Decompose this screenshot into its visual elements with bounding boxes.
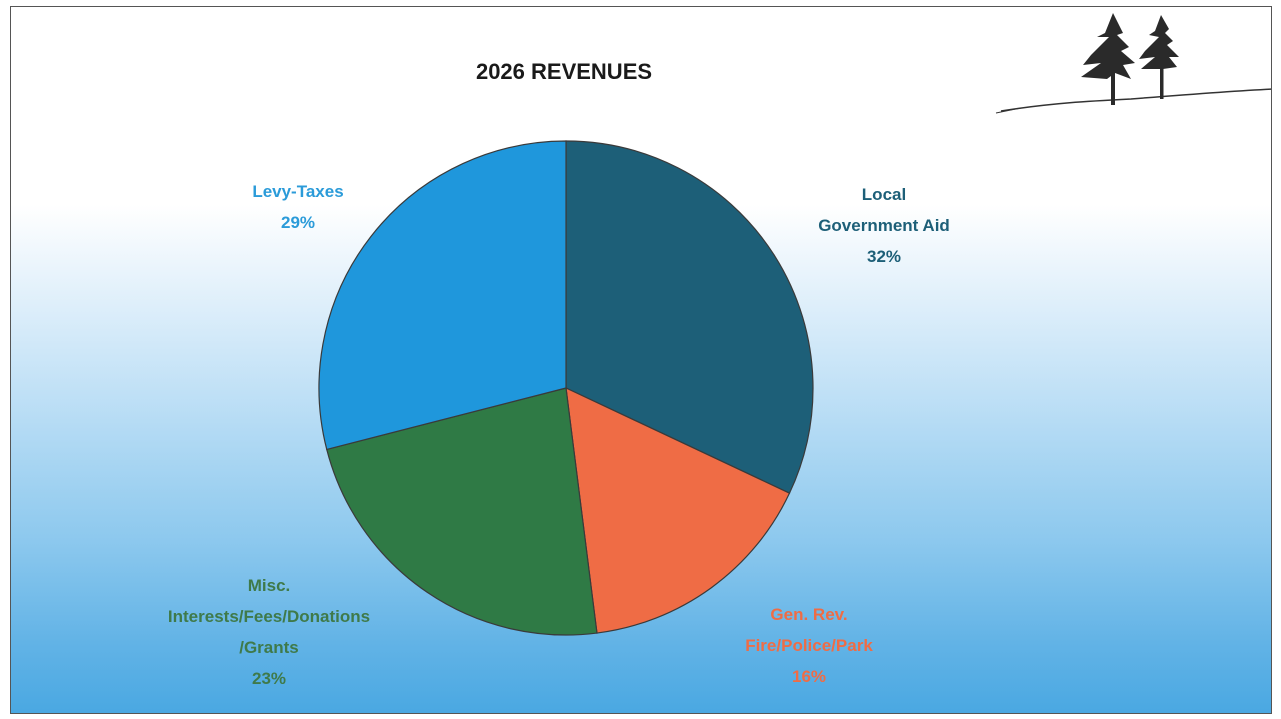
pie-labels: Local Government Aid 32% Gen. Rev. Fire/Poli… [168, 182, 950, 688]
slice-label-1: Gen. Rev. Fire/Police/Park 16% [745, 605, 873, 686]
slice-label-2: Misc. Interests/Fees/Donations/Grants 23% [168, 576, 370, 688]
chart-title: 2026 REVENUES [476, 59, 652, 84]
pie-slice-2 [326, 387, 598, 636]
slice-label-0: Local Government Aid 32% [818, 185, 950, 266]
slide: 2026 REVENUES Local Government Aid 32% Gen.… [10, 6, 1272, 714]
pie-slices [318, 140, 814, 636]
pie-slice-3 [318, 140, 567, 451]
pie-chart: 2026 REVENUES Local Government Aid 32% Gen.… [168, 13, 1271, 688]
pine-trees-icon [995, 13, 1271, 114]
slice-label-3: Levy-Taxes 29% [252, 182, 343, 232]
pie-slice-1 [565, 386, 791, 634]
pie-slice-0 [565, 140, 814, 494]
